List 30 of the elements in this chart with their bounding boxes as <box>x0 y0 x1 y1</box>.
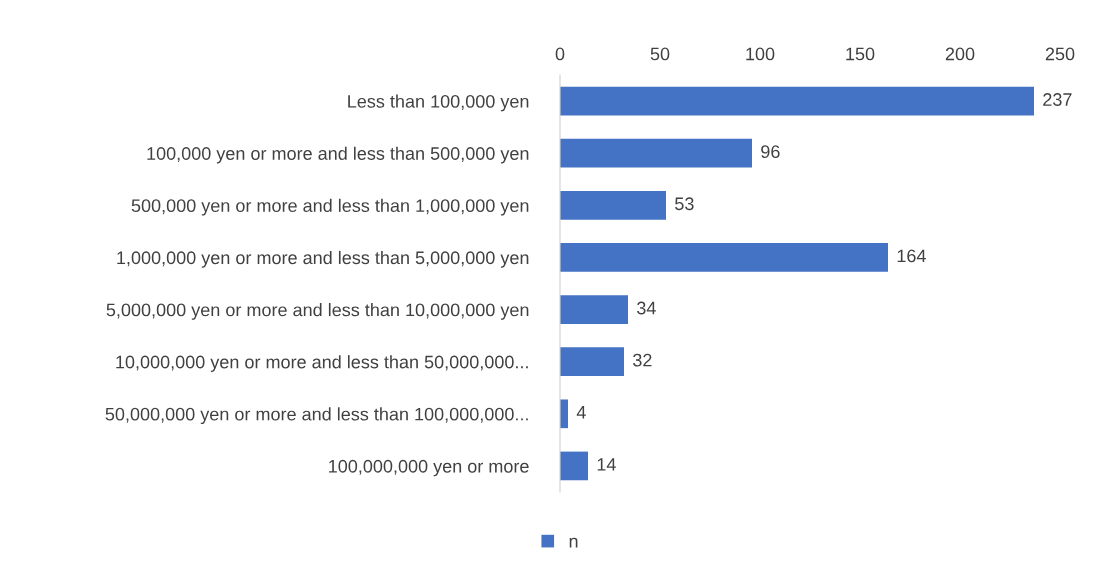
y-tick-label: 100,000 yen or more and less than 500,000 yen <box>147 146 529 164</box>
data-label: 164 <box>897 249 926 263</box>
data-label: 96 <box>761 145 780 159</box>
y-tick-label: 50,000,000 yen or more and less than 100,000,000... <box>105 407 528 425</box>
data-label: 4 <box>576 406 586 419</box>
data-label: 53 <box>675 197 694 211</box>
bar <box>560 243 888 272</box>
data-label: 32 <box>633 353 652 367</box>
bar <box>560 190 666 220</box>
bar <box>560 86 1034 116</box>
y-tick-label: 10,000,000 yen or more and less than 50,000,000... <box>116 355 528 372</box>
legend-label: n <box>569 537 578 548</box>
x-tick-label: 0 <box>555 47 565 61</box>
y-tick-label: 100,000,000 yen or more <box>329 459 529 477</box>
bar <box>560 138 752 168</box>
x-tick-label: 250 <box>1045 47 1075 61</box>
y-tick-label: 5,000,000 yen or more and less than 10,000,000 yen <box>106 303 529 320</box>
bar <box>560 347 624 377</box>
x-tick-label: 150 <box>846 47 875 61</box>
bar <box>560 295 628 324</box>
x-tick-label: 50 <box>650 47 670 61</box>
data-label: 14 <box>597 458 616 471</box>
x-tick-label: 200 <box>945 47 975 61</box>
bar <box>560 451 588 481</box>
data-label: 237 <box>1043 93 1072 106</box>
y-tick-label: 1,000,000 yen or more and less than 5,000,000 yen <box>117 250 529 268</box>
y-tick-label: Less than 100,000 yen <box>348 94 529 112</box>
x-tick-label: 100 <box>746 47 775 61</box>
data-label: 34 <box>637 301 656 315</box>
y-tick-label: 500,000 yen or more and less than 1,000,000 yen <box>131 198 529 216</box>
